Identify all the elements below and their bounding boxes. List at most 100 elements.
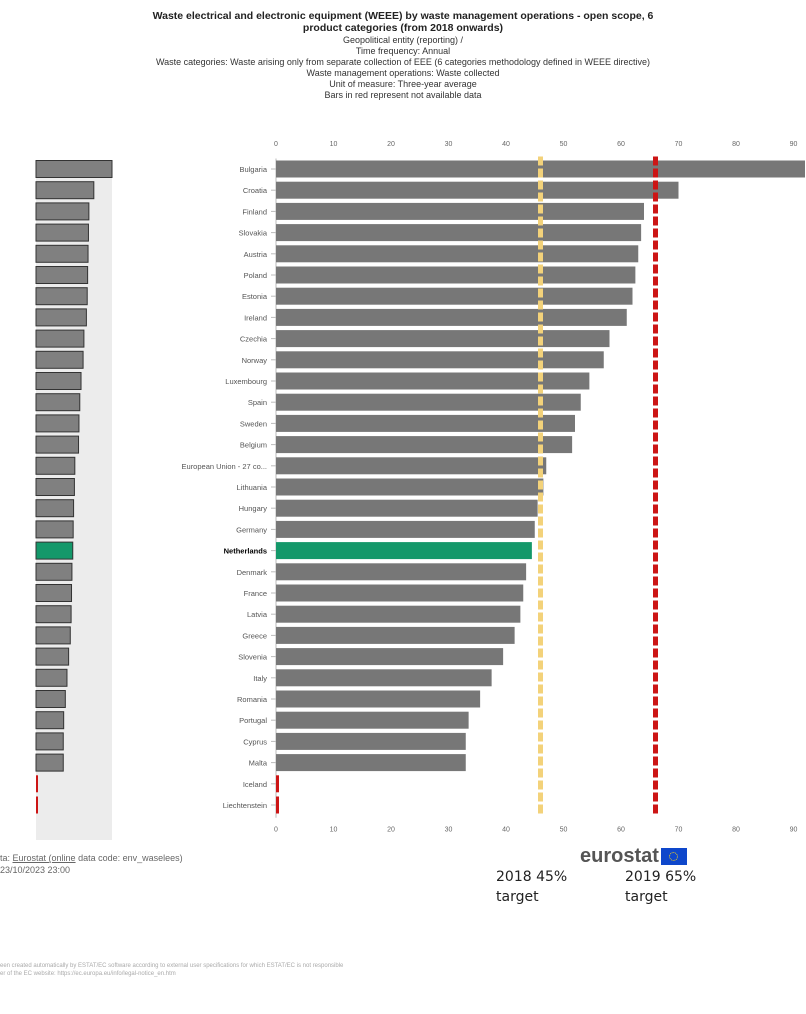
footnote: een created automatically by ESTAT/EC so… — [0, 962, 620, 978]
overview-bar-ireland — [35, 308, 87, 327]
overview-bar-belgium — [35, 435, 80, 454]
bar-austria — [276, 245, 639, 263]
bar-liechtenstein — [276, 796, 279, 814]
bar-luxembourg — [276, 372, 590, 390]
overview-bar-denmark — [35, 562, 73, 581]
x-tick-bottom-label: 20 — [387, 827, 395, 834]
x-tick-top-label: 60 — [617, 141, 625, 148]
bar-hungary — [276, 499, 538, 517]
overview-bar-iceland — [36, 775, 38, 793]
overview-bar-romania — [35, 690, 66, 708]
category-label-poland: Poland — [244, 271, 267, 280]
source-code: data code: env_waselees) — [75, 853, 183, 863]
annotation-2019-line2: target — [625, 889, 668, 905]
overview-bar-germany — [35, 520, 74, 539]
bar-poland — [276, 266, 636, 284]
overview-bar-estonia — [35, 287, 88, 306]
overview-bar-slovakia — [35, 223, 89, 242]
overview-bar-france — [35, 584, 73, 602]
x-tick-top-label: 50 — [560, 141, 568, 148]
footnote-line-1: een created automatically by ESTAT/EC so… — [0, 963, 344, 969]
overview-bar-sweden — [35, 414, 80, 433]
overview-bar-poland — [35, 266, 89, 284]
eu-flag-icon — [660, 848, 687, 865]
category-label-malta: Malta — [249, 759, 268, 768]
category-label-austria: Austria — [244, 250, 268, 259]
bar-estonia — [276, 287, 633, 305]
x-tick-top-label: 80 — [732, 141, 740, 148]
category-label-greece: Greece — [242, 631, 267, 640]
bar-denmark — [276, 563, 527, 581]
overview-bar-italy — [35, 668, 68, 687]
category-label-cyprus: Cyprus — [243, 737, 267, 746]
subtitle-geo: Geopolitical entity (reporting) / — [342, 35, 464, 45]
category-label-finland: Finland — [242, 207, 267, 216]
category-label-luxembourg: Luxembourg — [225, 377, 267, 386]
category-label-czechia: Czechia — [240, 335, 268, 344]
annotation-2018-target: 2018 45% target — [496, 867, 567, 907]
category-label-norway: Norway — [242, 356, 268, 365]
bar-czechia — [276, 330, 610, 348]
bar-latvia — [276, 605, 521, 623]
overview-bar-norway — [35, 350, 84, 369]
category-label-sweden: Sweden — [240, 419, 267, 428]
x-tick-top-label: 70 — [675, 141, 683, 148]
overview-bar-luxembourg — [35, 372, 82, 390]
x-tick-bottom-label: 30 — [445, 827, 453, 834]
bar-slovenia — [276, 648, 504, 666]
category-label-ireland: Ireland — [244, 313, 267, 322]
category-label-european-union-27-co: European Union - 27 co... — [182, 462, 267, 471]
category-label-slovakia: Slovakia — [239, 229, 268, 238]
category-label-iceland: Iceland — [243, 780, 267, 789]
source-eurostat-link[interactable]: Eurostat (online — [12, 853, 76, 863]
overview-bar-spain — [35, 393, 81, 412]
annotation-2019-line1: 2019 65% — [625, 869, 697, 885]
subtitle-red-note: Bars in red represent not available data — [324, 90, 482, 100]
x-tick-bottom-label: 80 — [732, 827, 740, 834]
bar-lithuania — [276, 478, 544, 496]
overview-bar-liechtenstein — [36, 796, 38, 814]
category-label-spain: Spain — [248, 398, 267, 407]
overview-bar-latvia — [35, 605, 72, 624]
annotation-2018-line1: 2018 45% — [496, 869, 568, 885]
category-label-france: France — [244, 589, 267, 598]
x-tick-top-label: 10 — [330, 141, 338, 148]
x-tick-top-label: 90 — [790, 141, 798, 148]
bar-finland — [276, 202, 644, 220]
bar-portugal — [276, 711, 469, 729]
bar-iceland — [276, 775, 279, 793]
bar-romania — [276, 690, 481, 708]
x-tick-bottom-label: 40 — [502, 827, 510, 834]
category-label-liechtenstein: Liechtenstein — [223, 801, 267, 810]
footnote-line-2: er of the EC website: https://ec.europa.… — [0, 971, 176, 977]
overview-bar-slovenia — [35, 647, 70, 666]
overview-bar-hungary — [35, 499, 75, 518]
bar-netherlands — [276, 542, 532, 560]
x-tick-bottom-label: 60 — [617, 827, 625, 834]
source-note: ta: Eurostat (online data code: env_wase… — [0, 852, 183, 876]
category-label-hungary: Hungary — [239, 504, 268, 513]
chart-title-line-1: Waste electrical and electronic equipmen… — [152, 10, 654, 22]
overview-bar-bulgaria — [35, 160, 113, 178]
bar-sweden — [276, 414, 575, 432]
bar-ireland — [276, 308, 627, 326]
category-label-netherlands: Netherlands — [224, 547, 267, 556]
x-tick-bottom-label: 90 — [790, 827, 798, 834]
chart-title-line-2: product categories (from 2018 onwards) — [302, 22, 504, 34]
x-tick-top-label: 0 — [274, 141, 278, 148]
overview-bar-european-union-27-co — [35, 456, 76, 475]
category-label-romania: Romania — [237, 695, 268, 704]
subtitle-categories: Waste categories: Waste arising only fro… — [155, 57, 651, 67]
overview-bar-netherlands — [35, 541, 74, 560]
subtitle-operations: Waste management operations: Waste colle… — [306, 68, 500, 78]
bar-italy — [276, 669, 492, 687]
overview-bar-greece — [35, 626, 71, 645]
bar-croatia — [276, 181, 679, 199]
eurostat-logo: eurostat — [580, 845, 687, 868]
bar-slovakia — [276, 224, 642, 242]
x-tick-top-label: 30 — [445, 141, 453, 148]
category-label-estonia: Estonia — [242, 292, 268, 301]
eurostat-logo-text: eurostat — [580, 845, 659, 867]
category-label-denmark: Denmark — [237, 568, 268, 577]
